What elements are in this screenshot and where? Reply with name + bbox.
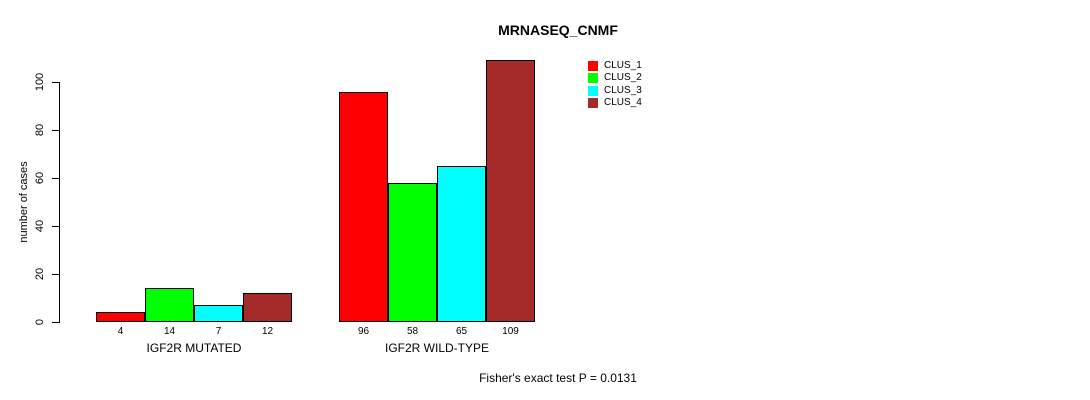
y-tick-label: 100 <box>34 72 46 92</box>
bar-CLUS_1-group2 <box>339 91 388 322</box>
y-axis-line <box>59 82 60 323</box>
bar-value-label: 12 <box>261 326 274 337</box>
legend-row: CLUS_4 <box>588 97 642 109</box>
y-tick-mark <box>52 130 59 131</box>
legend-label: CLUS_3 <box>604 84 642 96</box>
y-tick-label: 60 <box>34 171 46 185</box>
bar-CLUS_2-group1 <box>145 288 194 322</box>
legend-swatch-CLUS_2 <box>588 73 598 84</box>
bar-value-label: 14 <box>163 326 176 337</box>
bar-CLUS_2-group2 <box>388 182 437 322</box>
y-tick-mark <box>52 274 59 275</box>
bar-value-label: 7 <box>215 326 222 337</box>
footnote-pvalue: Fisher's exact test P = 0.0131 <box>479 371 637 385</box>
bar-CLUS_4-group1 <box>243 293 292 322</box>
legend-swatch-CLUS_3 <box>588 85 598 96</box>
category-label: IGF2R MUTATED <box>146 341 242 355</box>
category-label: IGF2R WILD-TYPE <box>384 341 490 355</box>
bar-value-label: 4 <box>117 326 124 337</box>
y-tick-label: 20 <box>34 267 46 281</box>
legend-row: CLUS_1 <box>588 60 642 72</box>
legend-swatch-CLUS_1 <box>588 61 598 71</box>
bar-value-label: 109 <box>502 326 519 337</box>
legend-label: CLUS_1 <box>604 60 642 71</box>
legend-label: CLUS_4 <box>604 96 642 108</box>
y-tick-mark <box>52 82 59 83</box>
bar-CLUS_3-group2 <box>437 166 486 322</box>
legend: CLUS_1 CLUS_2 CLUS_3 CLUS_4 <box>588 60 642 109</box>
y-tick-mark <box>52 178 59 179</box>
y-tick-label: 0 <box>34 318 46 326</box>
bar-value-label: 65 <box>455 326 468 337</box>
bar-CLUS_3-group1 <box>194 305 243 322</box>
y-tick-label: 80 <box>34 123 46 137</box>
y-tick-mark <box>52 322 59 323</box>
bar-value-label: 58 <box>406 326 419 337</box>
bar-CLUS_4-group2 <box>486 60 535 322</box>
bar-CLUS_1-group1 <box>96 312 145 322</box>
y-tick-mark <box>52 226 59 227</box>
y-axis-title: number of cases <box>18 161 30 243</box>
chart-title: MRNASEQ_CNMF <box>498 22 618 38</box>
legend-label: CLUS_2 <box>604 72 642 84</box>
y-tick-label: 40 <box>34 219 46 233</box>
legend-row: CLUS_2 <box>588 72 642 84</box>
legend-swatch-CLUS_4 <box>588 97 598 108</box>
legend-row: CLUS_3 <box>588 85 642 97</box>
bar-value-label: 96 <box>357 326 370 337</box>
